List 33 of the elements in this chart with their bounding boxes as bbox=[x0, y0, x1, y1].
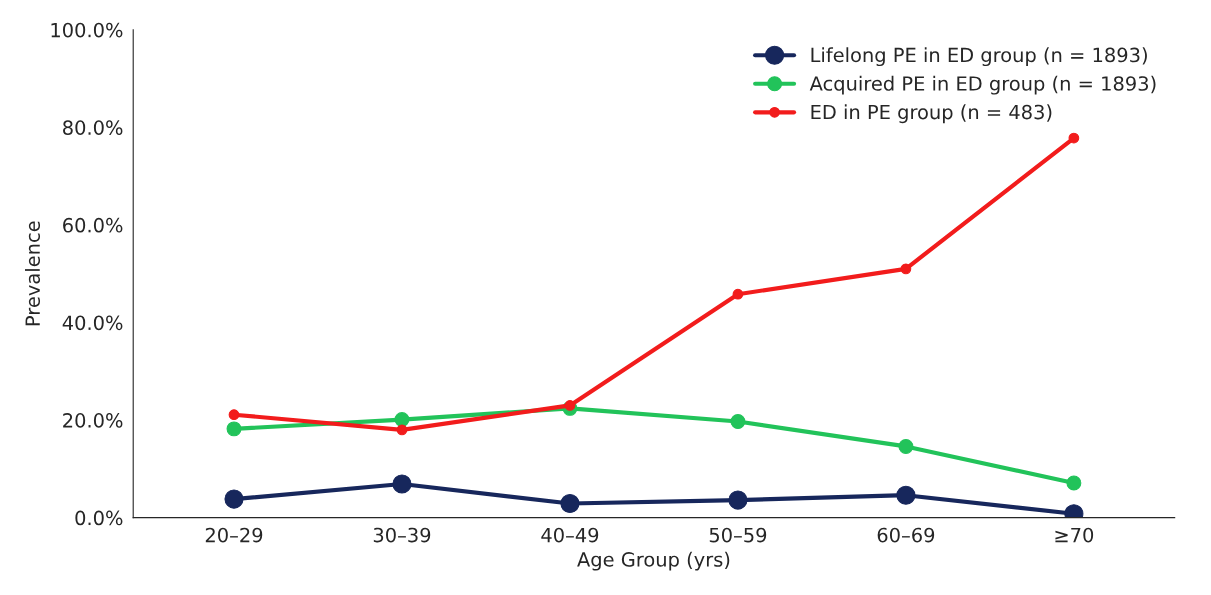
x-tick-label: 60–69 bbox=[877, 527, 935, 543]
point bbox=[1066, 475, 1082, 491]
x-tick-label: ≥70 bbox=[1055, 527, 1094, 543]
point bbox=[732, 288, 744, 300]
y-tick-label: 60.0% bbox=[63, 217, 123, 233]
y-tick-label: 40.0% bbox=[62, 315, 123, 331]
legend-label: Acquired PE in ED group (n = 1893) bbox=[809, 75, 1156, 95]
point bbox=[394, 412, 410, 428]
point bbox=[730, 414, 746, 429]
point bbox=[896, 485, 916, 505]
point bbox=[396, 424, 408, 436]
point bbox=[226, 421, 242, 437]
point bbox=[900, 263, 912, 275]
x-axis-title: Age Group (yrs) bbox=[577, 551, 730, 571]
x-tick-label: 20–29 bbox=[205, 527, 263, 543]
x-tick-label: 40–49 bbox=[541, 527, 599, 543]
x-tick-label: 50–59 bbox=[709, 527, 767, 543]
point bbox=[728, 490, 748, 510]
point bbox=[898, 438, 914, 454]
point bbox=[560, 493, 580, 514]
point bbox=[1068, 132, 1080, 144]
legend-label: ED in PE group (n = 483) bbox=[811, 104, 1052, 124]
y-tick-label: 0.0% bbox=[75, 510, 123, 526]
y-tick-label: 100.0% bbox=[51, 22, 123, 38]
y-tick-label: 20.0% bbox=[63, 413, 123, 428]
point bbox=[228, 409, 240, 421]
y-tick-label: 80.0% bbox=[63, 120, 123, 135]
point bbox=[392, 474, 412, 494]
x-tick-label: 30–39 bbox=[373, 527, 431, 543]
y-axis-title: Prevalence bbox=[24, 221, 41, 326]
point bbox=[564, 400, 576, 411]
legend-label: Lifelong PE in ED group (n = 1893) bbox=[811, 47, 1147, 67]
point bbox=[224, 489, 244, 509]
